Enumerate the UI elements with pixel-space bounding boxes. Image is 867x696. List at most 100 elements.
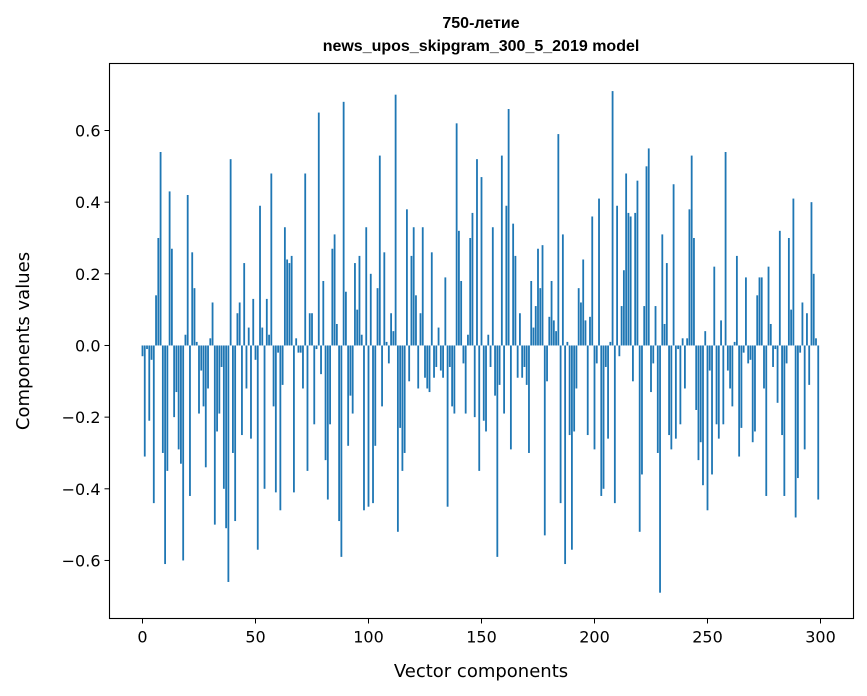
bar	[699, 345, 702, 443]
bar	[444, 277, 447, 346]
bar	[557, 134, 560, 346]
bar	[636, 180, 639, 346]
bar	[519, 313, 521, 346]
bar	[265, 298, 268, 346]
bar	[342, 101, 345, 346]
bar	[525, 345, 528, 385]
x-axis-label: Vector components	[394, 661, 568, 682]
bar	[618, 345, 621, 357]
bar	[193, 288, 196, 346]
bar	[708, 345, 711, 371]
bar	[392, 331, 395, 346]
bar	[211, 302, 214, 346]
bar	[421, 227, 424, 346]
bar	[150, 345, 153, 360]
bar	[559, 345, 562, 504]
bar	[494, 345, 496, 396]
bar	[672, 184, 675, 346]
bar	[390, 313, 393, 346]
bar	[665, 263, 668, 346]
bar	[207, 345, 209, 389]
bar	[396, 345, 399, 532]
bar	[722, 345, 725, 425]
bar	[659, 345, 661, 593]
bar	[340, 345, 343, 557]
bar	[394, 94, 397, 346]
bar	[677, 345, 680, 350]
bar	[584, 320, 587, 346]
bar	[308, 313, 311, 346]
bar	[387, 345, 390, 364]
bar	[159, 151, 162, 346]
bar	[261, 327, 264, 346]
bar	[268, 334, 270, 346]
bar	[774, 345, 777, 350]
bar	[539, 288, 542, 346]
bar	[184, 334, 187, 346]
bar	[543, 345, 546, 536]
bar	[148, 345, 151, 421]
bar	[790, 309, 793, 346]
bar	[767, 266, 770, 346]
bar	[315, 345, 318, 350]
bar	[428, 345, 431, 393]
bar	[726, 345, 729, 371]
bar	[611, 91, 614, 346]
bar	[480, 177, 483, 346]
bar	[166, 345, 169, 471]
bar	[241, 345, 243, 436]
bar	[378, 155, 381, 346]
bar	[164, 345, 167, 565]
bar	[202, 345, 205, 407]
bar	[408, 345, 411, 382]
bar	[792, 198, 795, 346]
bar	[482, 345, 485, 421]
bar	[555, 331, 557, 346]
bar	[638, 345, 641, 532]
bar	[598, 198, 600, 346]
bar	[338, 345, 341, 522]
bar	[177, 345, 180, 450]
bar	[272, 345, 275, 407]
bar	[591, 216, 594, 346]
bar	[437, 327, 440, 346]
bar	[225, 345, 228, 529]
y-tick-label: 0.6	[75, 122, 100, 141]
bar	[313, 345, 316, 425]
bar	[688, 209, 691, 346]
bar	[430, 252, 433, 346]
bar	[600, 345, 603, 496]
bar	[243, 263, 246, 346]
bar	[769, 323, 772, 346]
bar	[442, 345, 444, 378]
bar	[363, 345, 365, 511]
bar	[451, 345, 454, 407]
bar	[817, 345, 820, 500]
bar	[415, 295, 417, 346]
bar	[523, 345, 526, 367]
bar	[810, 202, 813, 346]
bar	[254, 345, 257, 360]
bar	[602, 345, 605, 489]
bar	[286, 259, 289, 346]
bar	[182, 345, 185, 561]
bar	[173, 345, 176, 418]
bar	[333, 234, 336, 346]
bar	[283, 227, 286, 346]
bar	[374, 345, 377, 446]
bar	[512, 223, 515, 346]
bar	[749, 345, 752, 360]
bar	[695, 345, 698, 410]
bar	[198, 345, 200, 414]
bar	[238, 302, 241, 346]
bar	[650, 345, 652, 393]
bar	[412, 227, 415, 346]
bar	[756, 295, 759, 346]
bar	[815, 338, 817, 346]
bar	[634, 212, 637, 346]
bar	[417, 345, 420, 389]
bar	[476, 159, 478, 346]
bar	[625, 173, 628, 346]
bar	[776, 345, 779, 403]
bar	[564, 345, 567, 565]
